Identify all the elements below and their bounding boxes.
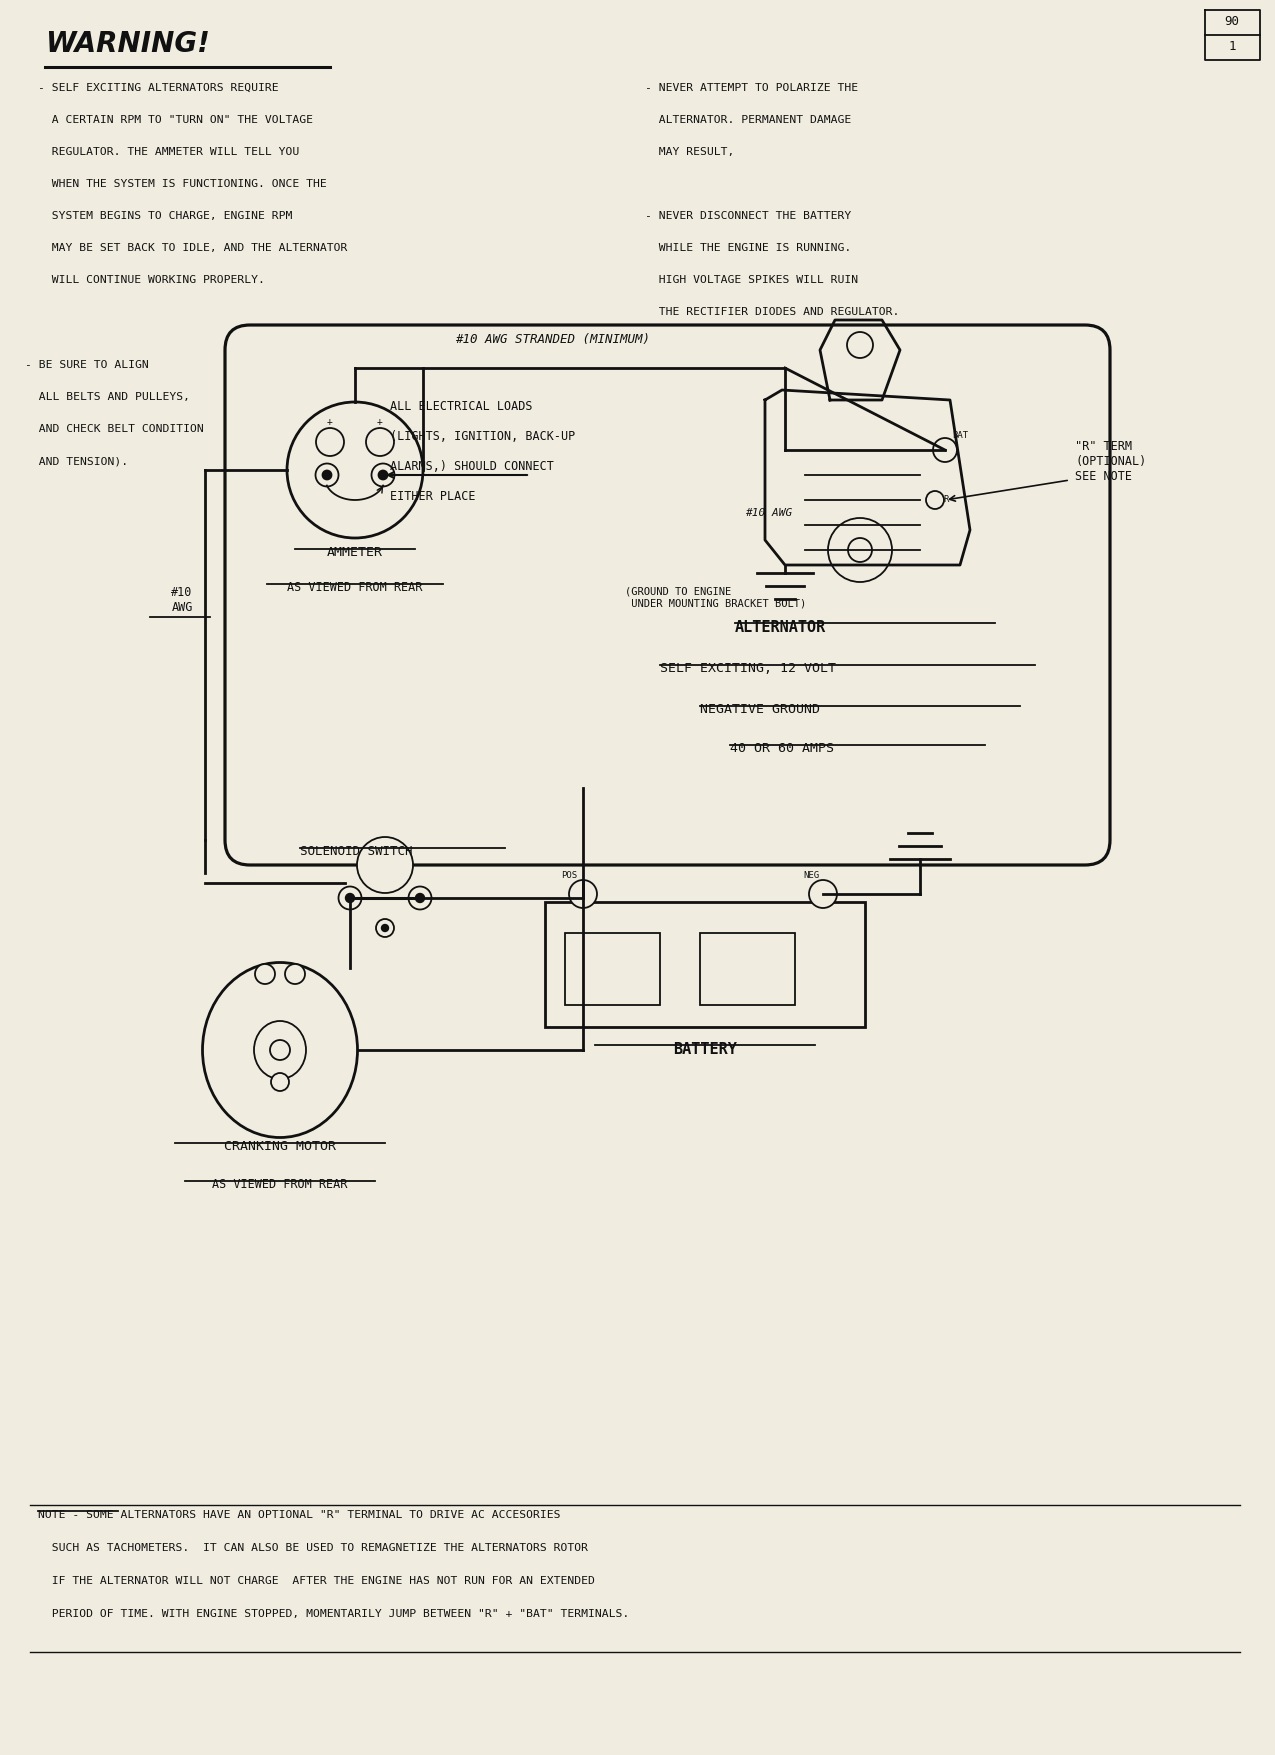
Text: (LIGHTS, IGNITION, BACK-UP: (LIGHTS, IGNITION, BACK-UP xyxy=(390,430,575,442)
Text: MAY BE SET BACK TO IDLE, AND THE ALTERNATOR: MAY BE SET BACK TO IDLE, AND THE ALTERNA… xyxy=(38,242,347,253)
Text: #10 AWG STRANDED (MINIMUM): #10 AWG STRANDED (MINIMUM) xyxy=(455,333,650,346)
Text: #10
AWG: #10 AWG xyxy=(171,586,193,614)
Text: SELF EXCITING, 12 VOLT: SELF EXCITING, 12 VOLT xyxy=(660,662,836,676)
Text: SOLENOID SWITCH: SOLENOID SWITCH xyxy=(300,844,413,858)
Text: - BE SURE TO ALIGN: - BE SURE TO ALIGN xyxy=(26,360,149,370)
Circle shape xyxy=(379,470,388,479)
Text: BAT: BAT xyxy=(952,430,968,439)
Circle shape xyxy=(847,332,873,358)
Circle shape xyxy=(346,893,354,902)
Text: NEG: NEG xyxy=(803,872,819,881)
Text: BATTERY: BATTERY xyxy=(673,1042,737,1057)
Text: SYSTEM BEGINS TO CHARGE, ENGINE RPM: SYSTEM BEGINS TO CHARGE, ENGINE RPM xyxy=(38,211,292,221)
Circle shape xyxy=(286,963,305,985)
Circle shape xyxy=(416,893,425,902)
Text: 90: 90 xyxy=(1224,16,1239,28)
Text: "R" TERM
(OPTIONAL)
SEE NOTE: "R" TERM (OPTIONAL) SEE NOTE xyxy=(1075,441,1146,483)
Text: ALL BELTS AND PULLEYS,: ALL BELTS AND PULLEYS, xyxy=(26,391,190,402)
Text: ALTERNATOR: ALTERNATOR xyxy=(734,620,826,635)
Bar xyxy=(565,934,660,1006)
Ellipse shape xyxy=(254,1021,306,1079)
Text: ALTERNATOR. PERMANENT DAMAGE: ALTERNATOR. PERMANENT DAMAGE xyxy=(645,116,852,125)
Circle shape xyxy=(810,879,836,907)
Text: - SELF EXCITING ALTERNATORS REQUIRE: - SELF EXCITING ALTERNATORS REQUIRE xyxy=(38,82,279,93)
Text: ALARMS,) SHOULD CONNECT: ALARMS,) SHOULD CONNECT xyxy=(390,460,553,474)
Text: AND TENSION).: AND TENSION). xyxy=(26,456,128,467)
Text: POS: POS xyxy=(561,872,578,881)
Text: NOTE - SOME ALTERNATORS HAVE AN OPTIONAL "R" TERMINAL TO DRIVE AC ACCESORIES: NOTE - SOME ALTERNATORS HAVE AN OPTIONAL… xyxy=(38,1509,561,1520)
Ellipse shape xyxy=(203,962,357,1137)
Circle shape xyxy=(323,470,332,479)
Text: 1: 1 xyxy=(1228,40,1235,53)
Circle shape xyxy=(287,402,423,539)
Text: NEGATIVE GROUND: NEGATIVE GROUND xyxy=(700,704,820,716)
Text: IF THE ALTERNATOR WILL NOT CHARGE  AFTER THE ENGINE HAS NOT RUN FOR AN EXTENDED: IF THE ALTERNATOR WILL NOT CHARGE AFTER … xyxy=(38,1576,595,1587)
Text: AND CHECK BELT CONDITION: AND CHECK BELT CONDITION xyxy=(26,425,204,433)
Circle shape xyxy=(381,925,389,932)
Text: (GROUND TO ENGINE
 UNDER MOUNTING BRACKET BOLT): (GROUND TO ENGINE UNDER MOUNTING BRACKET… xyxy=(625,586,806,609)
Circle shape xyxy=(366,428,394,456)
Circle shape xyxy=(371,463,394,486)
Circle shape xyxy=(316,428,344,456)
Bar xyxy=(700,934,796,1006)
Text: CRANKING MOTOR: CRANKING MOTOR xyxy=(224,1141,337,1153)
Circle shape xyxy=(926,491,944,509)
Text: R: R xyxy=(944,495,949,504)
Text: A CERTAIN RPM TO "TURN ON" THE VOLTAGE: A CERTAIN RPM TO "TURN ON" THE VOLTAGE xyxy=(38,116,312,125)
Text: PERIOD OF TIME. WITH ENGINE STOPPED, MOMENTARILY JUMP BETWEEN "R" + "BAT" TERMIN: PERIOD OF TIME. WITH ENGINE STOPPED, MOM… xyxy=(38,1609,630,1620)
Text: REGULATOR. THE AMMETER WILL TELL YOU: REGULATOR. THE AMMETER WILL TELL YOU xyxy=(38,147,300,156)
Text: WHILE THE ENGINE IS RUNNING.: WHILE THE ENGINE IS RUNNING. xyxy=(645,242,852,253)
Circle shape xyxy=(270,1041,289,1060)
Text: +: + xyxy=(328,418,333,426)
Circle shape xyxy=(272,1072,289,1092)
Circle shape xyxy=(357,837,413,893)
Text: THE RECTIFIER DIODES AND REGULATOR.: THE RECTIFIER DIODES AND REGULATOR. xyxy=(645,307,899,318)
Circle shape xyxy=(827,518,892,583)
Text: HIGH VOLTAGE SPIKES WILL RUIN: HIGH VOLTAGE SPIKES WILL RUIN xyxy=(645,276,858,284)
Circle shape xyxy=(408,886,431,909)
Text: EITHER PLACE: EITHER PLACE xyxy=(390,490,476,504)
Bar xyxy=(544,902,864,1027)
Text: WHEN THE SYSTEM IS FUNCTIONING. ONCE THE: WHEN THE SYSTEM IS FUNCTIONING. ONCE THE xyxy=(38,179,326,190)
Text: AMMETER: AMMETER xyxy=(326,546,382,560)
Text: WARNING!: WARNING! xyxy=(45,30,210,58)
Text: AS VIEWED FROM REAR: AS VIEWED FROM REAR xyxy=(213,1178,348,1192)
Text: WILL CONTINUE WORKING PROPERLY.: WILL CONTINUE WORKING PROPERLY. xyxy=(38,276,265,284)
Text: - NEVER ATTEMPT TO POLARIZE THE: - NEVER ATTEMPT TO POLARIZE THE xyxy=(645,82,858,93)
Text: 40 OR 60 AMPS: 40 OR 60 AMPS xyxy=(731,742,834,755)
Text: MAY RESULT,: MAY RESULT, xyxy=(645,147,734,156)
Text: #10 AWG: #10 AWG xyxy=(745,507,792,518)
Circle shape xyxy=(255,963,275,985)
Circle shape xyxy=(376,920,394,937)
Circle shape xyxy=(338,886,362,909)
Text: AS VIEWED FROM REAR: AS VIEWED FROM REAR xyxy=(287,581,423,593)
Text: +: + xyxy=(377,418,382,426)
Text: SUCH AS TACHOMETERS.  IT CAN ALSO BE USED TO REMAGNETIZE THE ALTERNATORS ROTOR: SUCH AS TACHOMETERS. IT CAN ALSO BE USED… xyxy=(38,1543,588,1553)
Circle shape xyxy=(933,439,958,462)
Text: ALL ELECTRICAL LOADS: ALL ELECTRICAL LOADS xyxy=(390,400,533,412)
Text: - NEVER DISCONNECT THE BATTERY: - NEVER DISCONNECT THE BATTERY xyxy=(645,211,852,221)
Circle shape xyxy=(848,539,872,562)
Circle shape xyxy=(569,879,597,907)
Circle shape xyxy=(315,463,338,486)
